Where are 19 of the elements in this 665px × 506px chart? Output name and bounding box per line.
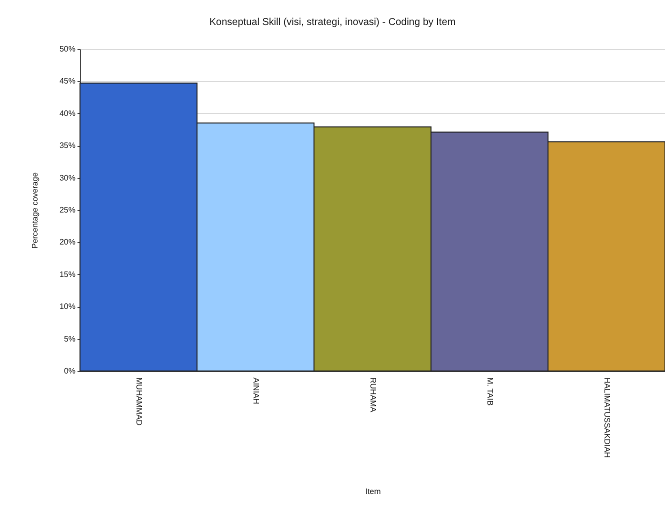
y-tick-label: 0% [64,366,76,376]
chart-title: Konseptual Skill (visi, strategi, inovasi) - Coding by Item [209,17,456,28]
y-tick-label: 5% [64,334,76,344]
y-tick-label: 35% [59,141,76,150]
x-tick-label: HALIMATUSSAKDIAH [602,378,612,458]
y-tick-label: 10% [59,302,76,312]
y-tick-label: 20% [59,238,76,247]
x-tick-label: AINIAH [252,378,260,404]
y-tick-label: 30% [59,173,76,182]
y-axis-title: Percentage coverage [30,172,40,249]
x-tick-label: MUHAMMAD [134,378,144,426]
x-tick-label: M. TAIB [486,378,494,406]
y-tick-label: 50% [59,44,76,54]
y-tick-label: 40% [59,108,76,118]
x-axis-title: Item [365,486,382,496]
y-tick-label: 15% [59,270,76,279]
y-tick-label: 25% [59,206,76,214]
y-tick-label: 45% [59,76,76,86]
x-tick-label: RUHAMA [368,378,378,413]
